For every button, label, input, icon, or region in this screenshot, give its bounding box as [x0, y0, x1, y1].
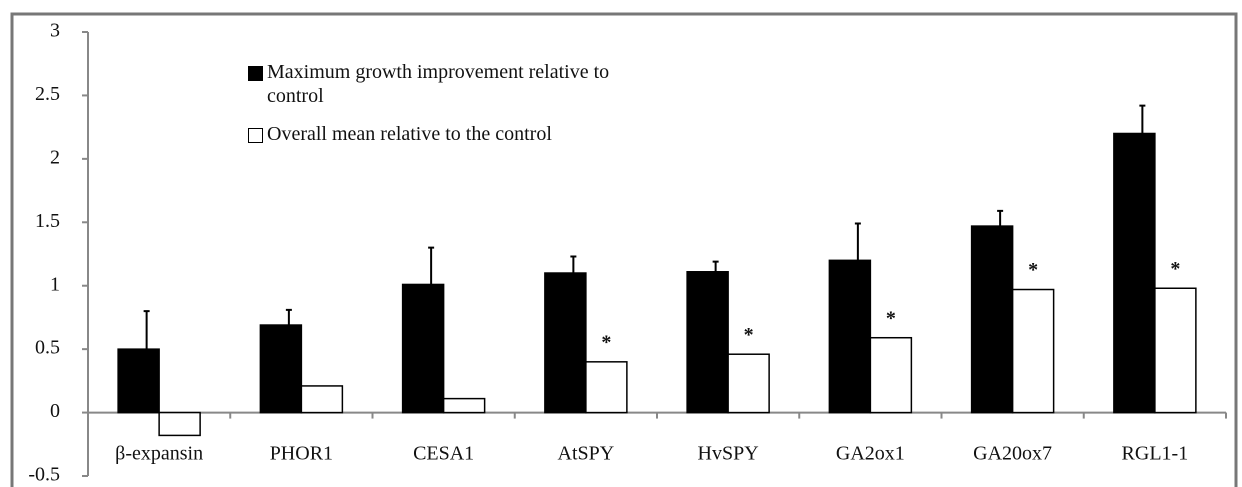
y-tick-label: 0 [50, 400, 60, 422]
legend-label: Maximum growth improvement relative to c… [267, 61, 610, 107]
bar [727, 353, 770, 414]
annotation: * [601, 331, 611, 353]
x-tick-label: RGL1-1 [1122, 443, 1189, 465]
error-bar [997, 209, 1004, 227]
y-tick-label: 1 [50, 273, 60, 295]
x-tick-label: β-expansin [115, 443, 203, 465]
error-bar [1139, 104, 1146, 134]
bar [300, 385, 344, 414]
x-tick-label: HvSPY [698, 443, 759, 465]
bar [970, 225, 1014, 414]
x-tick-label: GA20ox7 [973, 443, 1052, 465]
annotation: * [886, 307, 896, 329]
error-bar [428, 246, 435, 285]
annotation: * [1028, 259, 1038, 281]
legend-item: Overall mean relative to the control [248, 122, 718, 146]
bar [585, 361, 628, 414]
x-tick-label: PHOR1 [270, 443, 333, 465]
bar [158, 411, 201, 437]
y-tick-label: 2 [50, 146, 60, 168]
bar [259, 324, 303, 414]
y-tick-label: 3 [50, 20, 60, 42]
bar [442, 397, 486, 414]
x-tick-label: GA2ox1 [836, 443, 905, 465]
y-tick-label: 1.5 [35, 210, 60, 232]
error-bar [854, 222, 861, 261]
error-bar [570, 255, 577, 274]
error-bar [143, 310, 150, 350]
legend: Maximum growth improvement relative to c… [248, 60, 718, 160]
error-bar [285, 308, 292, 326]
bar [1011, 288, 1055, 414]
frame [10, 12, 1238, 487]
legend-label: Overall mean relative to the control [267, 123, 552, 145]
y-tick-label: -0.5 [28, 464, 60, 486]
bar [117, 348, 160, 414]
error-bar [712, 260, 719, 272]
annotation: * [1170, 258, 1180, 280]
legend-item: Maximum growth improvement relative to c… [248, 60, 718, 108]
legend-swatch [248, 66, 263, 81]
bar [869, 336, 913, 414]
y-tick-label: 2.5 [35, 83, 60, 105]
x-tick-label: CESA1 [413, 443, 474, 465]
annotation: * [744, 324, 754, 346]
bar [828, 259, 872, 414]
bar [544, 272, 587, 414]
y-tick-label: 0.5 [35, 337, 60, 359]
bar [686, 271, 729, 414]
x-tick-label: AtSPY [558, 443, 615, 465]
bar [401, 283, 445, 414]
bar [1154, 287, 1197, 414]
bar [1113, 132, 1156, 414]
legend-swatch [248, 128, 263, 143]
